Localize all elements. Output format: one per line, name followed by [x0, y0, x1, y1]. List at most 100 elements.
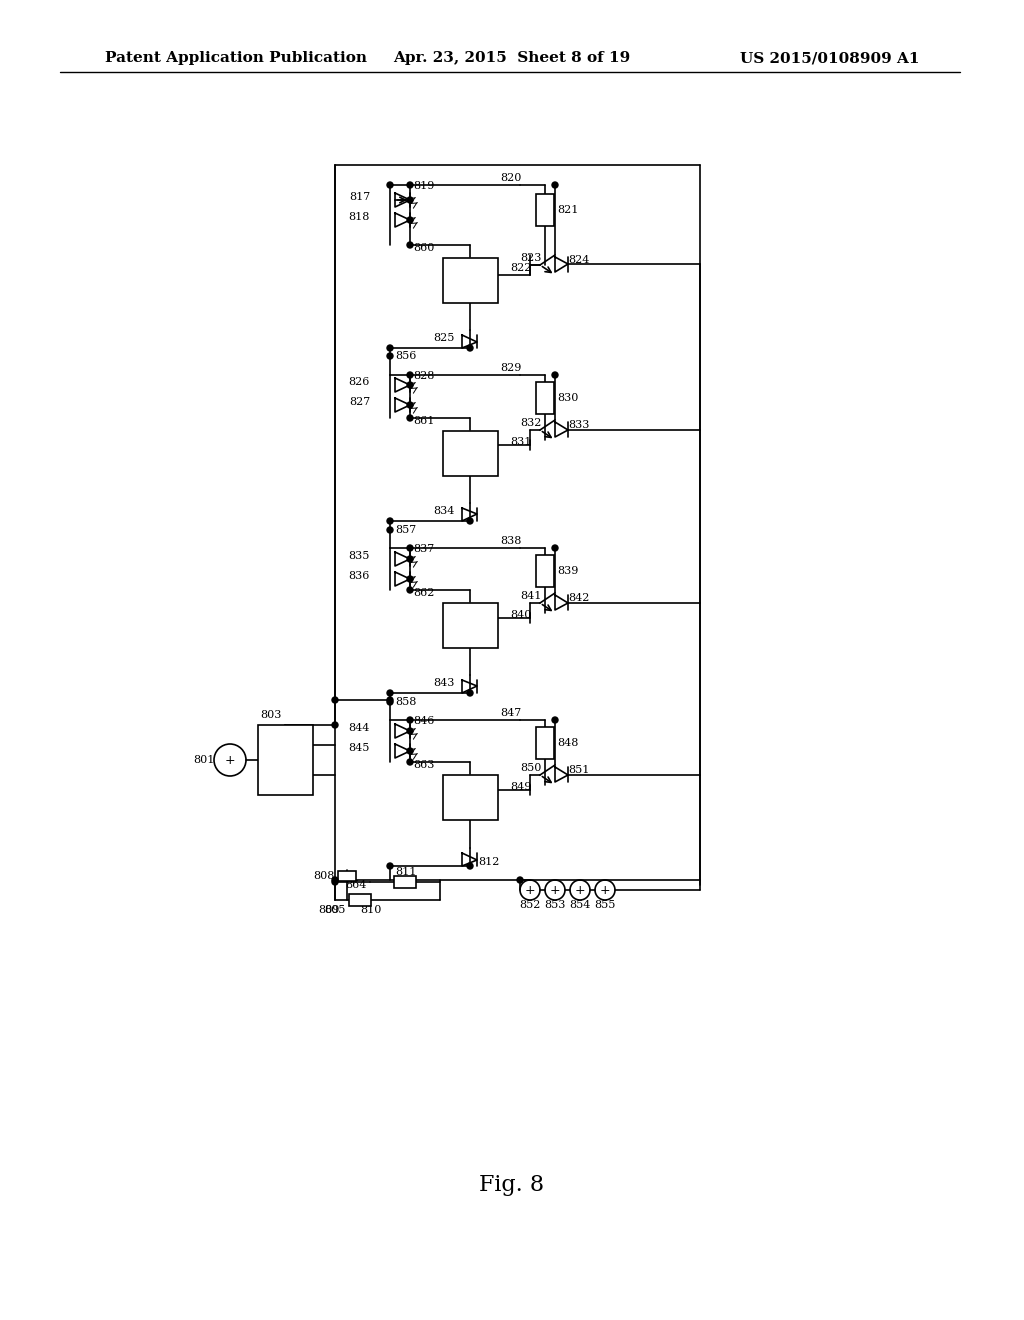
Circle shape: [407, 414, 413, 421]
Circle shape: [407, 759, 413, 766]
Bar: [338, 871, 356, 880]
Circle shape: [332, 876, 338, 883]
Circle shape: [387, 527, 393, 533]
Text: 864: 864: [345, 880, 367, 890]
Text: +: +: [600, 883, 610, 896]
Circle shape: [387, 700, 393, 705]
Text: US 2015/0108909 A1: US 2015/0108909 A1: [740, 51, 920, 65]
Text: 838: 838: [500, 536, 521, 546]
Text: 840: 840: [510, 610, 531, 620]
Text: 836: 836: [348, 572, 370, 581]
Circle shape: [552, 182, 558, 187]
Circle shape: [407, 372, 413, 378]
Text: 852: 852: [519, 900, 541, 909]
Circle shape: [407, 556, 413, 562]
Text: Patent Application Publication: Patent Application Publication: [105, 51, 367, 65]
Circle shape: [407, 403, 413, 408]
Text: 832: 832: [520, 418, 542, 428]
Circle shape: [467, 345, 473, 351]
Text: 855: 855: [594, 900, 615, 909]
Text: 845: 845: [348, 743, 370, 752]
Text: 846: 846: [413, 715, 434, 726]
Bar: [349, 894, 371, 906]
Text: 810: 810: [360, 906, 381, 915]
Text: 805: 805: [325, 906, 346, 915]
Circle shape: [407, 729, 413, 734]
Bar: [536, 381, 554, 414]
Text: 813: 813: [458, 273, 482, 286]
Circle shape: [387, 697, 393, 704]
Text: 847: 847: [500, 708, 521, 718]
Bar: [536, 554, 554, 587]
Circle shape: [552, 717, 558, 723]
Text: 842: 842: [568, 593, 590, 603]
Text: +: +: [224, 754, 236, 767]
Circle shape: [407, 717, 413, 723]
Circle shape: [407, 242, 413, 248]
Text: 861: 861: [413, 416, 434, 426]
Circle shape: [407, 576, 413, 582]
Text: 826: 826: [348, 378, 370, 387]
Circle shape: [552, 372, 558, 378]
Bar: [442, 602, 498, 648]
Text: 843: 843: [433, 678, 455, 688]
Bar: [394, 876, 416, 888]
Text: 863: 863: [413, 760, 434, 770]
Text: 833: 833: [568, 420, 590, 430]
Circle shape: [407, 545, 413, 550]
Circle shape: [407, 197, 413, 203]
Text: 860: 860: [413, 243, 434, 253]
Text: Apr. 23, 2015  Sheet 8 of 19: Apr. 23, 2015 Sheet 8 of 19: [393, 51, 631, 65]
Text: +: +: [550, 883, 560, 896]
Text: 850: 850: [520, 763, 542, 774]
Text: 854: 854: [569, 900, 591, 909]
Text: 822: 822: [510, 263, 531, 273]
Text: 856: 856: [395, 351, 417, 360]
Text: 808: 808: [313, 871, 335, 880]
Text: 848: 848: [557, 738, 579, 748]
Text: 857: 857: [395, 525, 416, 535]
Circle shape: [387, 690, 393, 696]
Text: 811: 811: [395, 867, 417, 876]
Text: 803: 803: [260, 710, 282, 719]
Text: 827: 827: [349, 397, 370, 407]
Text: +: +: [574, 883, 586, 896]
Text: 816: 816: [458, 791, 482, 804]
Circle shape: [407, 748, 413, 754]
Circle shape: [467, 863, 473, 869]
Circle shape: [407, 381, 413, 388]
Bar: [442, 430, 498, 475]
Circle shape: [552, 545, 558, 550]
Text: 818: 818: [348, 213, 370, 222]
Circle shape: [407, 587, 413, 593]
Text: 817: 817: [349, 191, 370, 202]
Text: 809: 809: [318, 906, 340, 915]
Text: 849: 849: [510, 781, 531, 792]
Text: 834: 834: [433, 506, 455, 516]
Text: 858: 858: [395, 697, 417, 708]
Bar: [536, 727, 554, 759]
Text: 820: 820: [500, 173, 521, 183]
Text: 814: 814: [458, 446, 482, 459]
Bar: [536, 194, 554, 226]
Bar: [257, 725, 312, 795]
Text: 862: 862: [413, 587, 434, 598]
Text: 815: 815: [458, 619, 482, 631]
Text: 844: 844: [348, 723, 370, 733]
Text: 851: 851: [568, 766, 590, 775]
Circle shape: [407, 182, 413, 187]
Text: 823: 823: [520, 253, 542, 263]
Bar: [442, 775, 498, 820]
Text: 841: 841: [520, 591, 542, 601]
Text: 821: 821: [557, 205, 579, 215]
Text: 837: 837: [413, 544, 434, 554]
Circle shape: [387, 517, 393, 524]
Circle shape: [517, 876, 523, 883]
Text: 835: 835: [348, 550, 370, 561]
Text: Fig. 8: Fig. 8: [479, 1173, 545, 1196]
Circle shape: [387, 863, 393, 869]
Text: 825: 825: [433, 333, 455, 343]
Circle shape: [407, 216, 413, 223]
Text: 812: 812: [478, 857, 500, 867]
Circle shape: [332, 879, 338, 884]
